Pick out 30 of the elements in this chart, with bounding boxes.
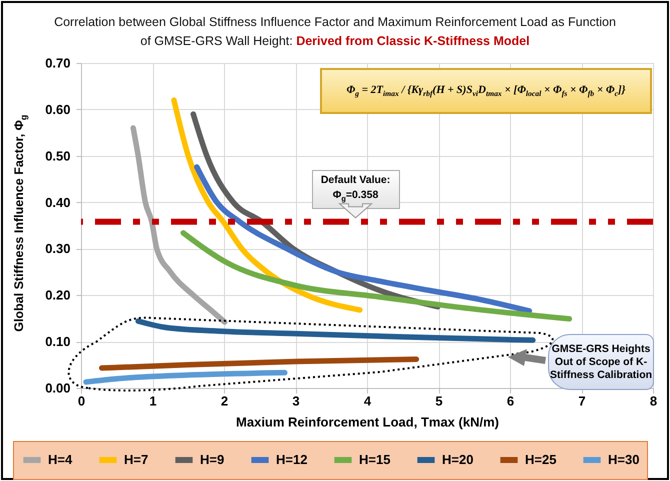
y-tick-label: 0.50 [45,148,70,164]
legend-label: H=20 [442,452,474,467]
text: Φ$_{g}$ = 2T$_{imax}$ / {Kγ$_{rbf}$(H + S)S$_{vi}$D$_{tmax}$ × [Φ$_{local}$ × Φ$_{fs}$ × Φ$_{fb}$ × Φ$_{c}$]} [346,84,626,98]
x-axis-title: Maxium Reinforcement Load, Tmax (kN/m) [236,414,499,430]
y-tick-label: 0.20 [45,288,70,303]
y-tick-label: 0.70 [45,56,70,70]
x-tick-label: 1 [149,394,157,408]
legend-label: H=25 [525,452,556,467]
y-tick-label: 0.10 [45,334,70,350]
x-tick-label: 3 [292,394,300,408]
legend-label: H=7 [124,452,148,467]
x-tick-label: 4 [364,394,372,408]
ref-line-label: Default Value: Φ$_{g}$=0.358 [312,170,400,209]
x-tick-label: 2 [220,394,228,408]
x-tick-label: 8 [650,394,658,408]
legend-label: H=15 [359,452,390,467]
chart-subtitle: Derived from Classic K-Stiffness Model [296,34,530,48]
y-tick-label: 0.30 [45,241,70,256]
legend-label: H=30 [608,452,640,467]
x-tick-label: 6 [506,394,514,408]
y-tick-label: 0.60 [45,102,70,117]
x-tick-label: 5 [435,394,443,408]
annotation: GMSE-GRS Heights Out of Scope of K-Stiffness Calibration [548,342,654,382]
y-tick-label: 0.40 [45,194,70,210]
legend-label: H=12 [276,452,308,467]
x-tick-label: 7 [578,394,586,408]
legend-label: H=9 [200,452,224,467]
x-tick-label: 0 [78,394,86,408]
legend-label: H=4 [48,452,73,467]
y-tick-label: 0.00 [45,380,70,396]
